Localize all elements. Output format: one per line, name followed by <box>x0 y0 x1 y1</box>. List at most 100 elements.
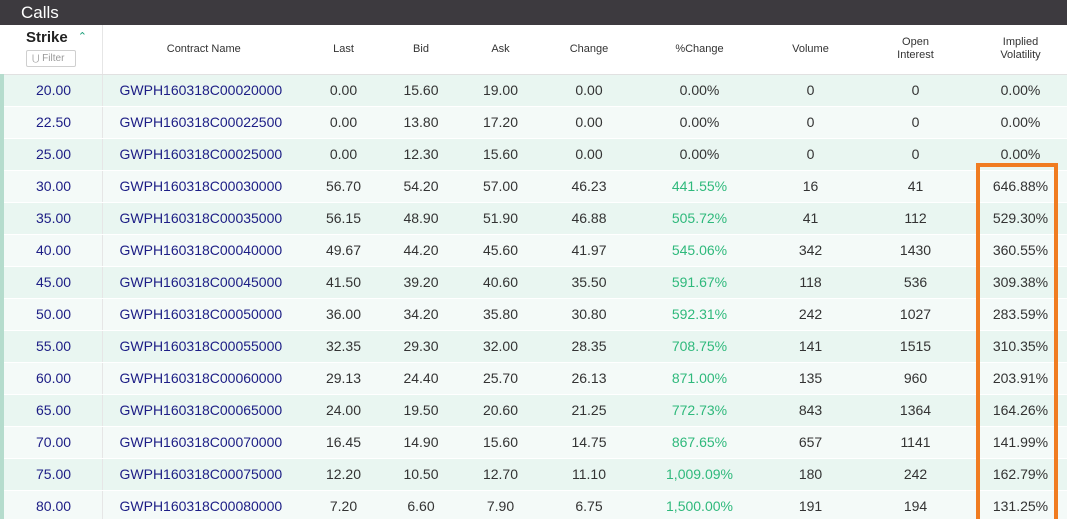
last-cell: 32.35 <box>305 330 382 363</box>
contract-name-link[interactable]: GWPH160318C00065000 <box>102 394 305 427</box>
strike-filter-input[interactable]: ⋃ Filter <box>26 50 76 67</box>
column-header-contract[interactable]: Contract Name <box>102 25 305 75</box>
open-interest-cell: 1364 <box>859 394 972 427</box>
ask-cell: 25.70 <box>460 362 541 395</box>
change-cell: 11.10 <box>541 458 637 491</box>
strike-cell[interactable]: 80.00 <box>0 490 103 519</box>
contract-name-link[interactable]: GWPH160318C00022500 <box>102 106 305 139</box>
contract-name-link[interactable]: GWPH160318C00040000 <box>102 234 305 267</box>
implied-volatility-cell: 0.00% <box>972 138 1067 171</box>
open-interest-cell: 242 <box>859 458 972 491</box>
change-cell: 30.80 <box>541 298 637 331</box>
change-cell: 6.75 <box>541 490 637 519</box>
contract-name-link[interactable]: GWPH160318C00045000 <box>102 266 305 299</box>
implied-volatility-cell: 646.88% <box>972 170 1067 203</box>
last-cell: 0.00 <box>305 106 382 139</box>
strike-cell[interactable]: 22.50 <box>0 106 103 139</box>
implied-volatility-cell: 141.99% <box>972 426 1067 459</box>
pct-change-cell: 441.55% <box>637 170 762 203</box>
column-header-strike[interactable]: Strike ⌃ ⋃ Filter <box>2 25 103 75</box>
change-cell: 0.00 <box>541 74 637 107</box>
implied-volatility-cell: 309.38% <box>972 266 1067 299</box>
volume-cell: 0 <box>762 106 859 139</box>
filter-placeholder: Filter <box>42 53 65 64</box>
column-header-implied-volatility[interactable]: Implied Volatility <box>972 25 1067 75</box>
contract-name-link[interactable]: GWPH160318C00020000 <box>102 74 305 107</box>
contract-name-link[interactable]: GWPH160318C00070000 <box>102 426 305 459</box>
open-interest-cell: 0 <box>859 106 972 139</box>
change-cell: 46.23 <box>541 170 637 203</box>
column-header-ask[interactable]: Ask <box>460 25 541 75</box>
caret-up-icon[interactable]: ⌃ <box>77 31 87 43</box>
bid-cell: 12.30 <box>382 138 460 171</box>
table-row: 55.00 GWPH160318C00055000 32.35 29.30 32.00 2… <box>0 330 1067 363</box>
contract-name-link[interactable]: GWPH160318C00075000 <box>102 458 305 491</box>
contract-name-link[interactable]: GWPH160318C00035000 <box>102 202 305 235</box>
strike-cell[interactable]: 30.00 <box>0 170 103 203</box>
implied-volatility-cell: 0.00% <box>972 74 1067 107</box>
last-cell: 56.15 <box>305 202 382 235</box>
contract-name-link[interactable]: GWPH160318C00060000 <box>102 362 305 395</box>
ask-cell: 51.90 <box>460 202 541 235</box>
volume-cell: 41 <box>762 202 859 235</box>
iv-label-line2: Volatility <box>1000 49 1041 62</box>
strike-cell[interactable]: 45.00 <box>0 266 103 299</box>
column-header-bid[interactable]: Bid <box>382 25 460 75</box>
last-cell: 41.50 <box>305 266 382 299</box>
last-cell: 0.00 <box>305 138 382 171</box>
filter-icon: ⋃ <box>32 53 40 63</box>
ask-cell: 19.00 <box>460 74 541 107</box>
last-cell: 24.00 <box>305 394 382 427</box>
table-row: 20.00 GWPH160318C00020000 0.00 15.60 19.00 0.… <box>0 74 1067 107</box>
column-header-change[interactable]: Change <box>541 25 637 75</box>
strike-cell[interactable]: 50.00 <box>0 298 103 331</box>
column-header-volume[interactable]: Volume <box>762 25 859 75</box>
change-cell: 0.00 <box>541 138 637 171</box>
table-row: 50.00 GWPH160318C00050000 36.00 34.20 35.80 3… <box>0 298 1067 331</box>
change-cell: 35.50 <box>541 266 637 299</box>
implied-volatility-cell: 283.59% <box>972 298 1067 331</box>
contract-name-link[interactable]: GWPH160318C00080000 <box>102 490 305 519</box>
table-row: 80.00 GWPH160318C00080000 7.20 6.60 7.90 6.75… <box>0 490 1067 519</box>
bid-cell: 29.30 <box>382 330 460 363</box>
change-cell: 26.13 <box>541 362 637 395</box>
volume-cell: 242 <box>762 298 859 331</box>
ask-cell: 57.00 <box>460 170 541 203</box>
ask-cell: 7.90 <box>460 490 541 519</box>
volume-cell: 0 <box>762 74 859 107</box>
open-interest-cell: 536 <box>859 266 972 299</box>
table-body: 20.00 GWPH160318C00020000 0.00 15.60 19.00 0.… <box>0 74 1067 519</box>
strike-cell[interactable]: 20.00 <box>0 74 103 107</box>
table-row: 60.00 GWPH160318C00060000 29.13 24.40 25.70 2… <box>0 362 1067 395</box>
volume-cell: 135 <box>762 362 859 395</box>
column-header-last[interactable]: Last <box>305 25 382 75</box>
ask-cell: 15.60 <box>460 138 541 171</box>
strike-cell[interactable]: 25.00 <box>0 138 103 171</box>
pct-change-cell: 708.75% <box>637 330 762 363</box>
contract-name-link[interactable]: GWPH160318C00025000 <box>102 138 305 171</box>
contract-name-link[interactable]: GWPH160318C00050000 <box>102 298 305 331</box>
pct-change-cell: 592.31% <box>637 298 762 331</box>
strike-cell[interactable]: 65.00 <box>0 394 103 427</box>
table-row: 40.00 GWPH160318C00040000 49.67 44.20 45.60 4… <box>0 234 1067 267</box>
ask-cell: 12.70 <box>460 458 541 491</box>
table-row: 22.50 GWPH160318C00022500 0.00 13.80 17.20 0.… <box>0 106 1067 139</box>
strike-cell[interactable]: 75.00 <box>0 458 103 491</box>
column-header-open-interest[interactable]: Open Interest <box>859 25 972 75</box>
strike-cell[interactable]: 70.00 <box>0 426 103 459</box>
column-header-pct-change[interactable]: %Change <box>637 25 762 75</box>
strike-cell[interactable]: 40.00 <box>0 234 103 267</box>
options-table: Strike ⌃ ⋃ Filter Contract Name Last Bid … <box>0 25 1067 519</box>
last-cell: 0.00 <box>305 74 382 107</box>
ask-cell: 15.60 <box>460 426 541 459</box>
contract-name-link[interactable]: GWPH160318C00055000 <box>102 330 305 363</box>
open-interest-cell: 1515 <box>859 330 972 363</box>
table-row: 45.00 GWPH160318C00045000 41.50 39.20 40.60 3… <box>0 266 1067 299</box>
bid-cell: 19.50 <box>382 394 460 427</box>
open-interest-cell: 960 <box>859 362 972 395</box>
strike-cell[interactable]: 55.00 <box>0 330 103 363</box>
strike-cell[interactable]: 60.00 <box>0 362 103 395</box>
strike-cell[interactable]: 35.00 <box>0 202 103 235</box>
contract-name-link[interactable]: GWPH160318C00030000 <box>102 170 305 203</box>
open-interest-cell: 1430 <box>859 234 972 267</box>
